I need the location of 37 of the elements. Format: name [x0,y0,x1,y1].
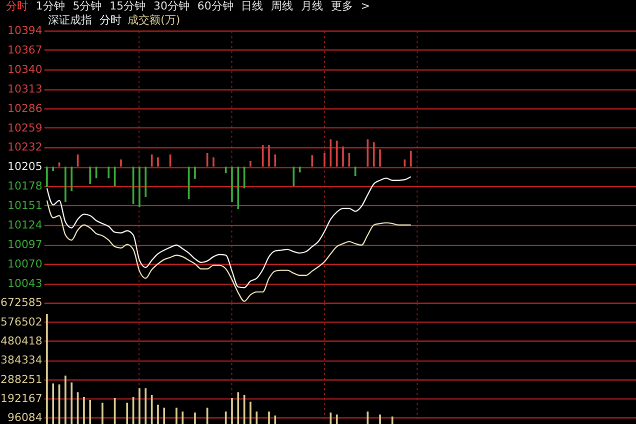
text: 1分钟 [36,0,65,13]
text: 60分钟 [197,0,234,13]
y-tick-label: 10097 [8,238,42,251]
y-tick-label: 10313 [8,82,42,96]
text: 30分钟 [154,0,190,13]
y-tick-label: 576502 [0,315,42,328]
y-tick-label: 10070 [8,257,42,270]
chart-subtitle: 分时 [100,14,122,27]
y-tick-label: 10394 [8,24,42,38]
y-tick-label: 10178 [8,180,42,193]
y-tick-label: 10286 [8,102,42,115]
y-tick-label: 384334 [0,354,42,367]
y-tick-label: 672585 [0,296,42,310]
text: 更多 [330,0,353,13]
y-tick-label: 10043 [8,276,42,290]
chart-title: 深证成指 [48,14,92,27]
y-tick-label: 480418 [0,334,42,348]
text: > [360,0,370,13]
text: 周线 [271,0,294,13]
text: 分时 [6,0,28,13]
text: 5分钟 [72,0,102,13]
y-tick-label: 10232 [8,140,42,154]
y-tick-label: 10205 [8,160,42,174]
text: 日线 [241,0,264,13]
y-tick-label: 288251 [0,372,42,386]
line-series [46,176,412,288]
text: 15分钟 [110,0,146,13]
text: 成交额(万) [128,14,180,27]
y-tick-label: 10367 [8,44,42,57]
y-tick-label: 192167 [0,392,42,406]
text: 月线 [301,0,324,13]
y-tick-label: 10259 [8,121,42,134]
y-tick-label: 10124 [8,218,42,232]
y-tick-label: 10151 [8,199,42,212]
line-series [46,200,412,302]
y-tick-label: 10340 [8,62,42,76]
y-tick-label: 96084 [8,411,42,424]
